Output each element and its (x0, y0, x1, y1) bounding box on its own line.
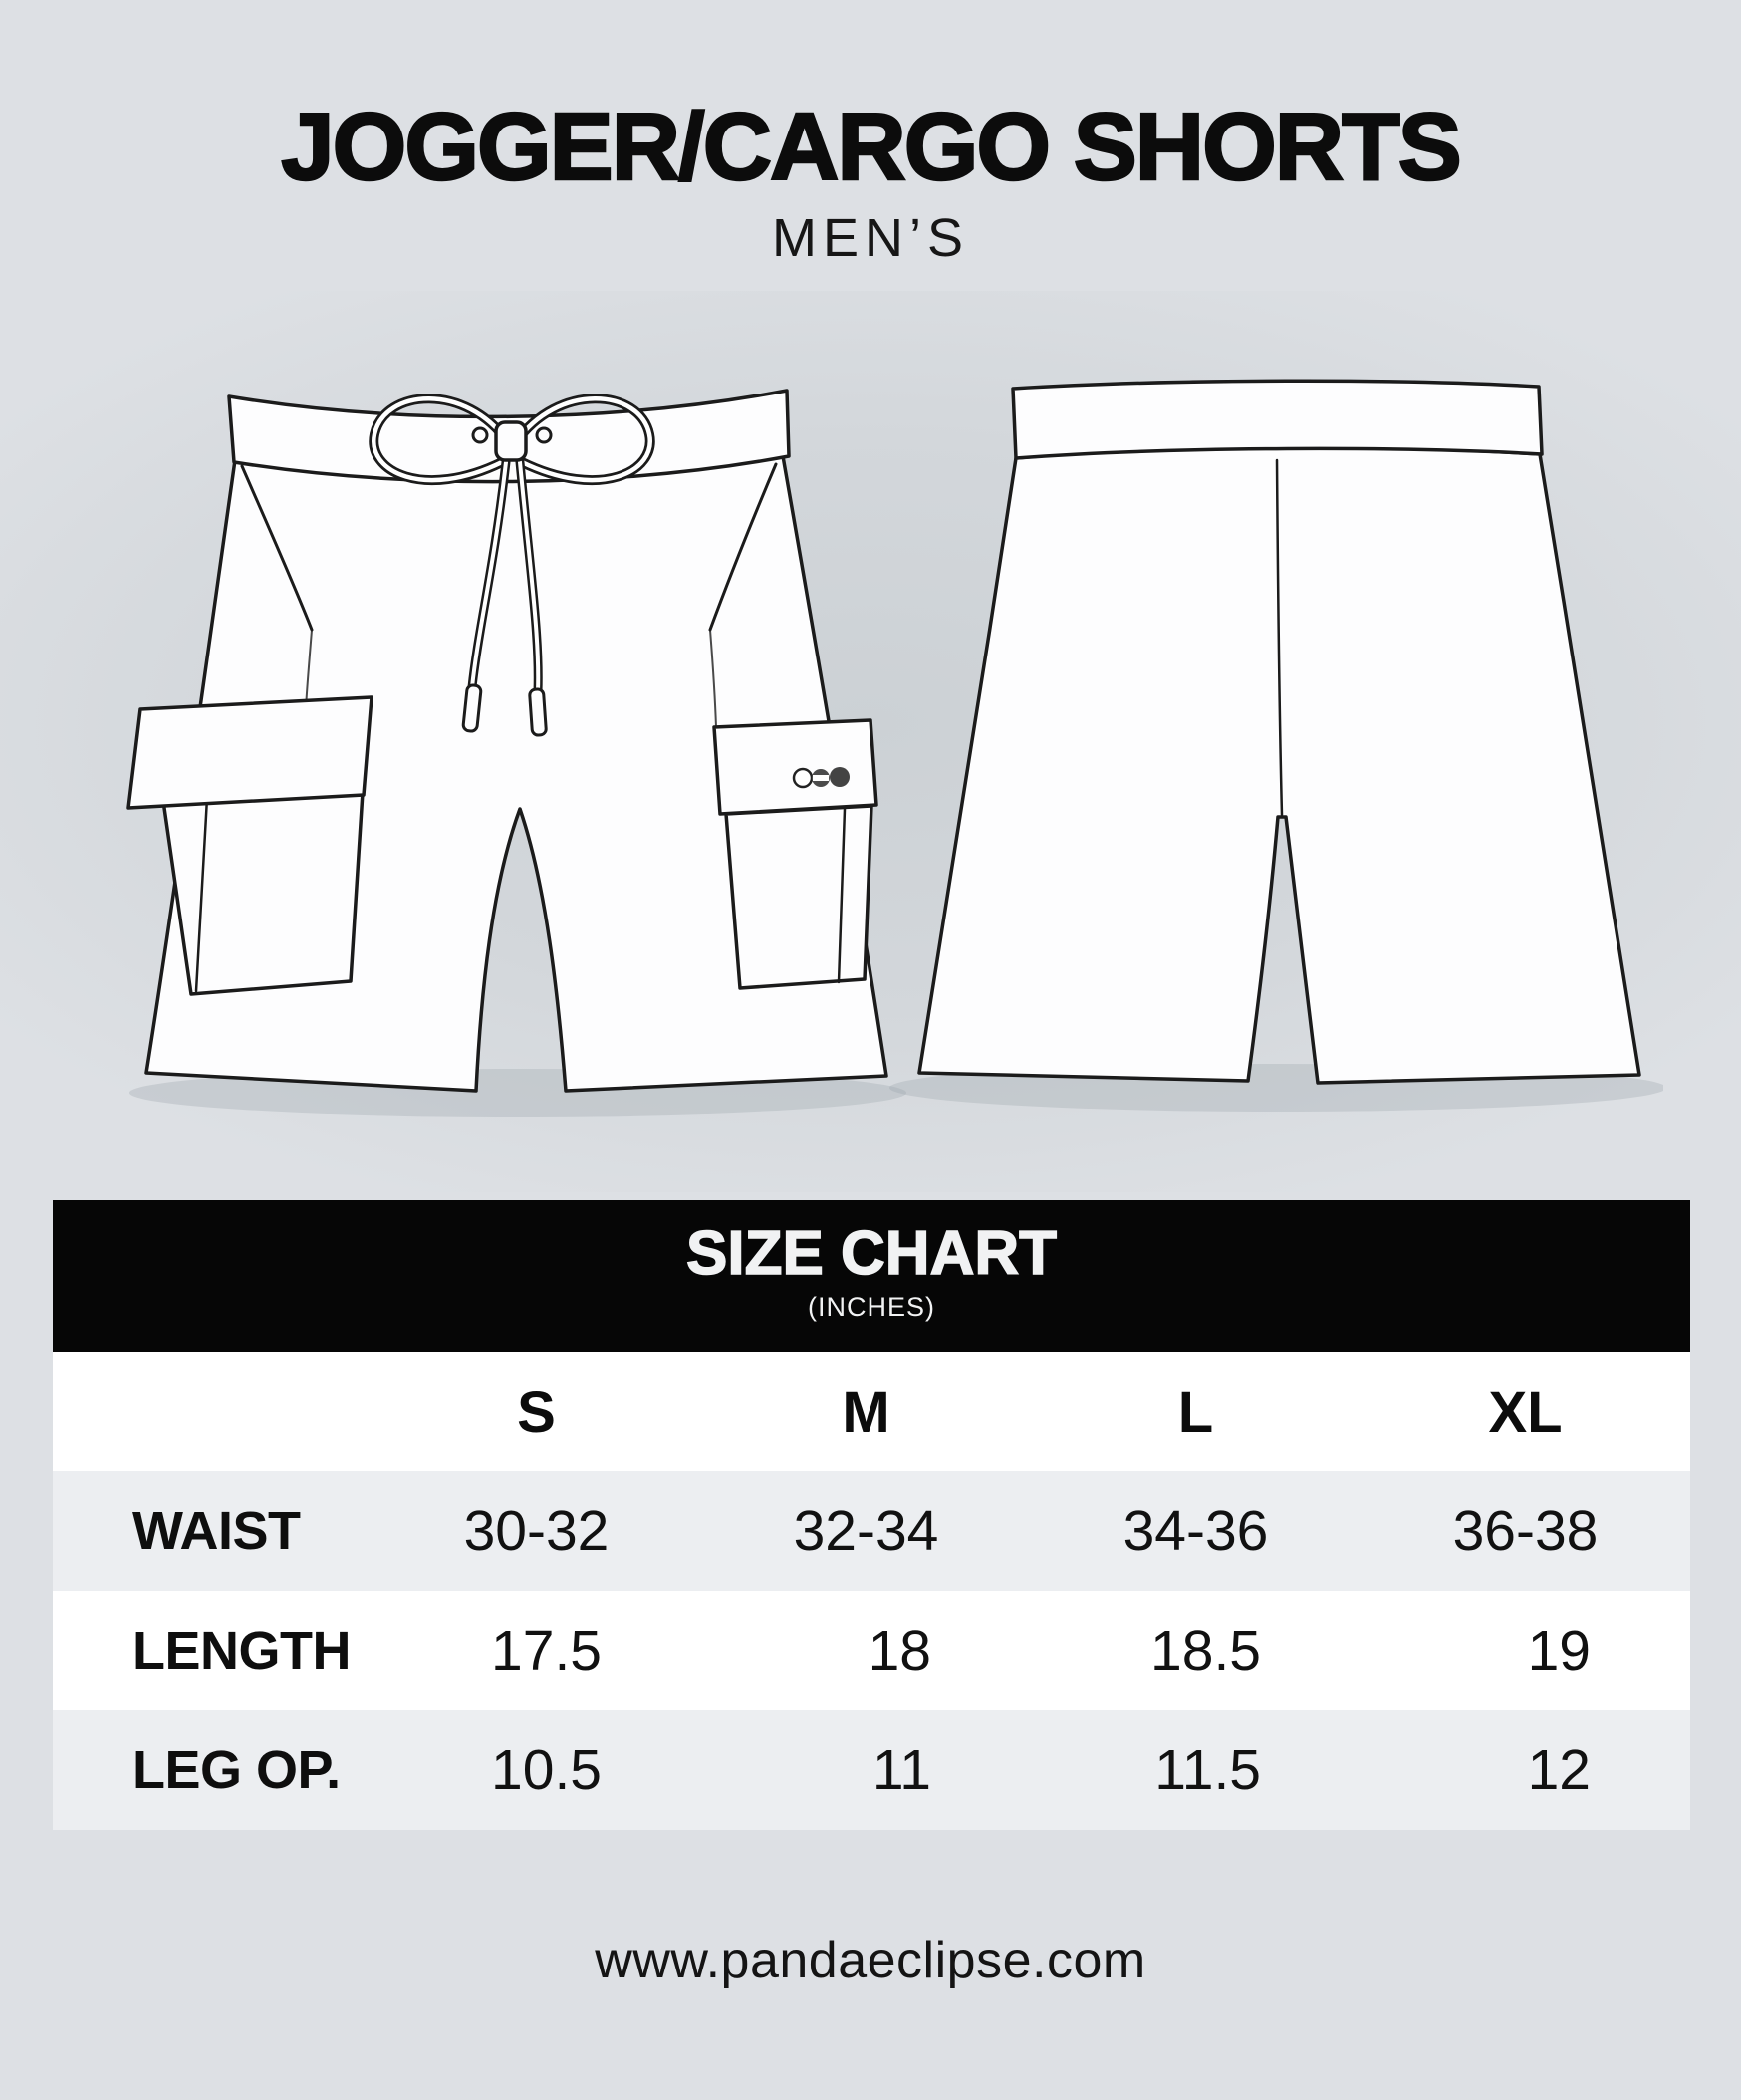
left-cargo-pocket (126, 695, 373, 996)
front-right-side-seam (709, 629, 717, 728)
cell-length-xl: 19 (1527, 1619, 1591, 1683)
right-aglet (528, 687, 548, 737)
left-eyelet (471, 426, 489, 444)
row-label-length: LENGTH (132, 1621, 352, 1681)
right-eyelet (535, 426, 553, 444)
size-chart-header-bar: SIZE CHART (INCHES) (53, 1200, 1690, 1352)
right-cargo-fold (837, 807, 847, 984)
left-cargo-flap (126, 695, 373, 810)
back-center-seam (1275, 458, 1284, 817)
back-body (917, 445, 1641, 1085)
footer-website: www.pandaeclipse.com (595, 1932, 1146, 1989)
table-row-waist: WAIST 30-32 32-34 34-36 36-38 (53, 1471, 1690, 1591)
row-label-legop: LEG OP. (132, 1740, 341, 1800)
front-shorts-sketch (126, 389, 888, 1093)
size-column-header-xl: XL (1488, 1379, 1563, 1444)
size-column-header-s: S (517, 1379, 556, 1444)
back-waistband (1011, 379, 1544, 460)
cell-legop-m: 11 (871, 1738, 931, 1802)
cell-legop-s: 10.5 (491, 1738, 602, 1802)
drawstring-knot (494, 420, 528, 462)
size-column-header-l: L (1177, 1379, 1214, 1444)
back-shorts-sketch (917, 379, 1641, 1085)
page-subtitle: MEN’S (771, 208, 969, 268)
logo-dot-filled (830, 767, 850, 787)
page-title: JOGGER/CARGO SHORTS (280, 94, 1463, 200)
size-chart-units: (INCHES) (808, 1292, 935, 1322)
front-left-pocket-opening (240, 464, 314, 632)
drawstring (369, 394, 655, 737)
cell-waist-m: 32-34 (793, 1499, 939, 1563)
cell-legop-xl: 12 (1527, 1738, 1591, 1802)
right-cargo-body (724, 804, 873, 990)
right-cargo-flap (712, 718, 878, 816)
size-table: S M L XL WAIST 30-32 32-34 34-36 36-38 L… (53, 1352, 1690, 1830)
cell-length-l: 18.5 (1150, 1619, 1261, 1683)
table-row-legop: LEG OP. 10.5 11 11.5 12 (53, 1710, 1690, 1830)
size-column-header-m: M (842, 1379, 890, 1444)
table-row-length: LENGTH 17.5 18 18.5 19 (53, 1591, 1690, 1710)
shorts-sketch (126, 379, 1663, 1117)
logo-dot-outline (792, 767, 814, 789)
cell-length-s: 17.5 (491, 1619, 602, 1683)
cell-length-m: 18 (868, 1619, 931, 1683)
left-cargo-fold (194, 796, 209, 993)
size-table-header-row: S M L XL (53, 1352, 1690, 1471)
cell-waist-s: 30-32 (463, 1499, 610, 1563)
row-label-waist: WAIST (132, 1501, 301, 1561)
cell-waist-l: 34-36 (1122, 1499, 1269, 1563)
right-cargo-pocket (712, 718, 878, 990)
cell-legop-l: 11.5 (1154, 1738, 1261, 1802)
size-chart-title: SIZE CHART (685, 1219, 1058, 1288)
left-cargo-body (161, 790, 365, 996)
front-right-pocket-opening (708, 462, 778, 632)
pocket-logo-dots (792, 767, 850, 789)
left-aglet (461, 683, 483, 733)
cell-waist-xl: 36-38 (1452, 1499, 1599, 1563)
